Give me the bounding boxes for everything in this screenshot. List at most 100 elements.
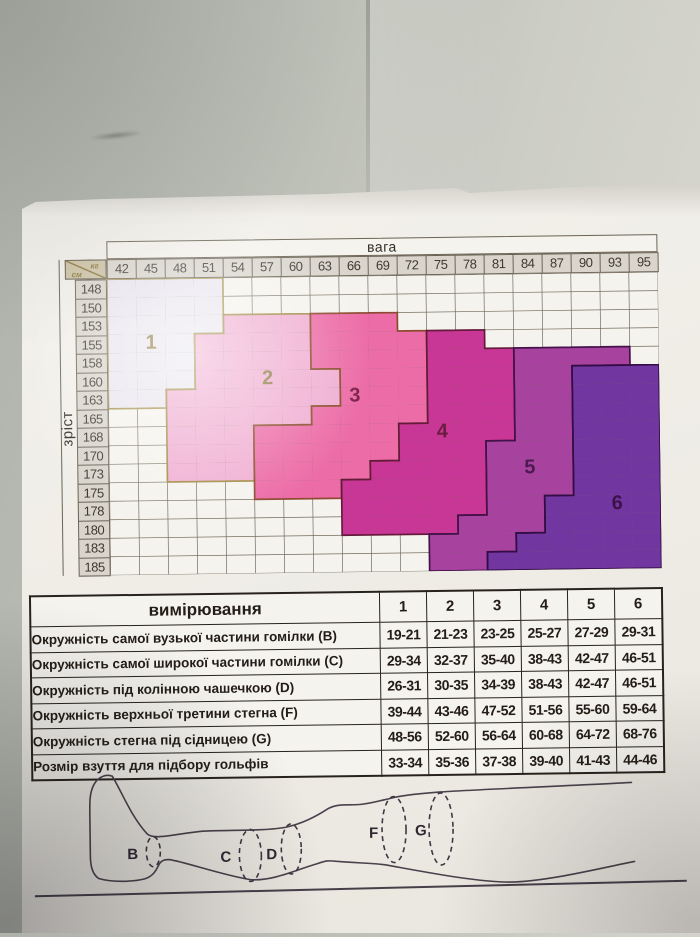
zone-cell-2 xyxy=(167,463,197,483)
zone-cell-3 xyxy=(282,424,312,444)
zone-cell-5 xyxy=(429,552,459,572)
measurement-value: 48-56 xyxy=(381,723,429,750)
background-highlight xyxy=(370,0,500,192)
zone-cell-4 xyxy=(456,366,486,386)
zone-cell-3 xyxy=(311,424,341,444)
zone-cell-4 xyxy=(399,460,429,479)
height-header-column: 148 150 153 155 158 160 163 165 168 170 173 175 178 1… xyxy=(74,279,111,577)
zone-cell-4 xyxy=(399,478,429,498)
zone-cell-6 xyxy=(632,531,662,550)
zone-cell-6 xyxy=(544,513,575,533)
measurement-value: 38-43 xyxy=(521,670,569,697)
measurement-value: 55-60 xyxy=(568,695,617,722)
zone-cell-3 xyxy=(253,425,283,444)
zone-number-2: 2 xyxy=(262,367,273,389)
zone-cell-3 xyxy=(282,443,313,463)
zone-cell-1 xyxy=(165,315,195,335)
measurement-value: 19-21 xyxy=(379,621,428,648)
zone-cell-5 xyxy=(487,532,517,552)
zone-cell-3 xyxy=(341,460,371,480)
zone-cell-6 xyxy=(630,420,660,439)
zone-cell-1 xyxy=(107,352,138,372)
zone-cell-1 xyxy=(107,334,137,354)
weight-cell: 60 xyxy=(281,257,310,276)
size-column-header: 3 xyxy=(473,589,521,622)
table-body: Окружність самої вузької частини гомілки… xyxy=(30,618,665,781)
zone-cell-4 xyxy=(398,423,428,442)
zone-cell-3 xyxy=(340,442,371,462)
measurement-value: 32-37 xyxy=(427,646,475,673)
zone-cell-2 xyxy=(223,332,253,352)
zone-cell-1 xyxy=(166,370,196,390)
measurement-value: 59-64 xyxy=(615,695,664,722)
zone-cell-4 xyxy=(456,422,486,442)
zone-cell-5 xyxy=(486,514,517,534)
size-column-header: 5 xyxy=(567,588,615,620)
zone-cell-6 xyxy=(572,439,603,459)
weight-unit-label: кг xyxy=(90,261,99,270)
measurement-value: 25-27 xyxy=(520,619,569,646)
zone-cell-2 xyxy=(166,426,196,446)
zone-cell-3 xyxy=(340,423,370,443)
weight-cell: 87 xyxy=(542,254,571,273)
weight-cell: 57 xyxy=(252,258,281,276)
size-chart-sheet: вага кг см 42 45 48 51 54 57 60 63 66 69 72 75 78 81 8… xyxy=(22,184,700,933)
zone-cell-5 xyxy=(515,458,545,478)
zone-cell-2 xyxy=(281,313,311,333)
zone-cell-3 xyxy=(311,442,342,462)
zone-cell-1 xyxy=(165,333,195,353)
zone-cell-6 xyxy=(602,457,632,477)
zone-cell-2 xyxy=(252,332,282,352)
measurement-value: 29-34 xyxy=(380,647,428,674)
zone-cell-3 xyxy=(312,479,342,499)
weight-cell: 63 xyxy=(310,257,339,276)
zone-cell-3 xyxy=(339,349,370,369)
zone-cell-2 xyxy=(195,444,226,464)
zone-cell-6 xyxy=(631,494,661,513)
zone-cell-1 xyxy=(107,315,137,335)
measurement-value: 47-52 xyxy=(474,696,523,724)
sheet-content: вага кг см 42 45 48 51 54 57 60 63 66 69 72 75 78 81 8… xyxy=(22,184,700,933)
measurement-ellipses: B C D F G xyxy=(127,792,454,883)
size-zone-grid: 1 2 3 4 5 6 xyxy=(106,272,662,576)
zone-cell-4 xyxy=(427,385,457,405)
zone-cell-6 xyxy=(516,551,546,570)
ellipse-D xyxy=(280,823,303,875)
zone-cell-6 xyxy=(545,550,575,570)
ground-baseline xyxy=(34,879,687,898)
zone-cell-4 xyxy=(457,459,487,479)
zone-cell-5 xyxy=(513,366,544,385)
weight-cell: 69 xyxy=(368,256,397,275)
zone-number-1: 1 xyxy=(145,332,156,354)
zone-cell-2 xyxy=(224,443,255,463)
height-cell: 180 xyxy=(78,520,110,539)
point-label-C: C xyxy=(220,849,231,866)
zone-cell-6 xyxy=(571,365,602,385)
zone-cell-1 xyxy=(194,314,224,334)
zone-cell-4 xyxy=(455,329,485,349)
zone-number-3: 3 xyxy=(349,384,360,406)
ellipse-G xyxy=(428,792,454,866)
measurement-value: 39-44 xyxy=(380,698,429,725)
zone-cell-6 xyxy=(572,420,602,440)
zone-cell-4 xyxy=(457,477,487,497)
point-label-D: D xyxy=(266,846,277,863)
zone-cell-1 xyxy=(165,352,196,372)
size-column-header: 2 xyxy=(426,590,474,622)
zone-cell-2 xyxy=(195,388,225,408)
zone-cell-4 xyxy=(428,459,458,479)
measurement-value: 51-56 xyxy=(521,696,570,723)
height-cell: 170 xyxy=(78,446,109,465)
zone-cell-3 xyxy=(340,405,370,425)
zone-cell-4 xyxy=(455,348,485,368)
zone-cell-1 xyxy=(193,277,224,297)
zone-cell-1 xyxy=(194,296,224,316)
zone-cell-4 xyxy=(428,496,458,516)
units-corner-cell: кг см xyxy=(64,259,107,280)
zone-cell-4 xyxy=(456,440,487,460)
zone-cell-6 xyxy=(629,364,660,384)
zone-cell-2 xyxy=(166,407,196,427)
measurement-value: 27-29 xyxy=(567,619,616,646)
zone-cell-6 xyxy=(573,457,603,477)
